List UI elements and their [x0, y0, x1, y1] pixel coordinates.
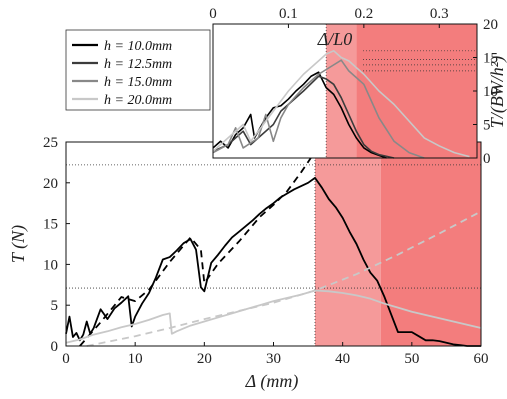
- main-shaded-regions: [315, 142, 481, 346]
- inset-y-tick-label: 0: [483, 151, 491, 167]
- main-series-line: [65, 289, 482, 344]
- inset-series-group: [212, 49, 470, 159]
- legend-box: [65, 29, 211, 111]
- inset-series-line: [212, 49, 470, 158]
- inset-x-tick-label: 0: [209, 6, 217, 22]
- main-series-group: [65, 151, 482, 347]
- inset-x-tick-label: 0.2: [354, 6, 373, 22]
- main-y-axis-label: T (N): [8, 225, 29, 263]
- main-x-tick-label: 20: [197, 351, 212, 367]
- inset-y-axis-label: T/(BW/h²): [487, 56, 507, 128]
- inset-reference-lines: [325, 24, 477, 158]
- main-chart: 0 10 20 30 40 50 60 0 5 10 15 20 25 Δ (mm) T (N): [8, 135, 489, 392]
- main-y-tick-label: 20: [43, 176, 58, 192]
- main-x-tick-label: 0: [62, 351, 70, 367]
- inset-x-axis-label: Δ/L0: [317, 29, 353, 49]
- main-y-tick-label: 0: [51, 339, 59, 355]
- main-series-line: [86, 210, 482, 347]
- inset-x-tick-label: 0.3: [430, 6, 449, 22]
- main-series-line: [65, 176, 481, 347]
- inset-series-line: [212, 59, 425, 159]
- main-y-tick-label: 15: [43, 217, 58, 233]
- main-x-tick-label: 40: [335, 351, 350, 367]
- inset-y-tick-label: 20: [483, 17, 498, 33]
- inset-chart: 0 0.1 0.2 0.3 0 5 10 15 20 Δ/L0 T/(BW/h²): [209, 6, 507, 167]
- main-y-tick-label: 25: [43, 135, 58, 151]
- main-x-tick-label: 60: [474, 351, 489, 367]
- main-x-axis-label: Δ (mm): [245, 371, 299, 392]
- inset-series-line: [212, 75, 395, 159]
- inset-shaded-region: [356, 24, 477, 158]
- inset-y-tick-label: 5: [483, 118, 491, 134]
- main-x-tick-label: 30: [266, 351, 281, 367]
- main-series-line: [79, 151, 316, 347]
- main-y-ticks: 0 5 10 15 20 25: [43, 135, 70, 355]
- legend-label: h = 10.0mm: [104, 39, 172, 54]
- inset-shaded-regions: [326, 24, 477, 158]
- main-shaded-region: [380, 142, 481, 346]
- inset-shaded-region: [326, 24, 357, 158]
- main-x-ticks: 0 10 20 30 40 50 60: [62, 342, 489, 367]
- main-shaded-region: [315, 142, 381, 346]
- main-x-tick-label: 50: [404, 351, 419, 367]
- inset-y-tick-label: 10: [483, 84, 498, 100]
- inset-x-tick-label: 0.1: [279, 6, 298, 22]
- legend-label: h = 15.0mm: [104, 75, 172, 90]
- main-y-tick-label: 5: [51, 298, 59, 314]
- inset-series-line: [212, 71, 387, 159]
- inset-y-tick-label: 15: [483, 51, 498, 67]
- legend-label: h = 20.0mm: [104, 93, 172, 108]
- legend-label: h = 12.5mm: [104, 57, 172, 72]
- main-reference-lines: [66, 142, 481, 346]
- legend: h = 10.0mm h = 12.5mm h = 15.0mm h = 20.0mm: [65, 29, 211, 111]
- inset-y-ticks: 0 5 10 15 20: [473, 17, 498, 167]
- main-x-tick-label: 10: [128, 351, 143, 367]
- main-y-tick-label: 10: [43, 257, 58, 273]
- inset-x-ticks: 0 0.1 0.2 0.3: [209, 6, 449, 28]
